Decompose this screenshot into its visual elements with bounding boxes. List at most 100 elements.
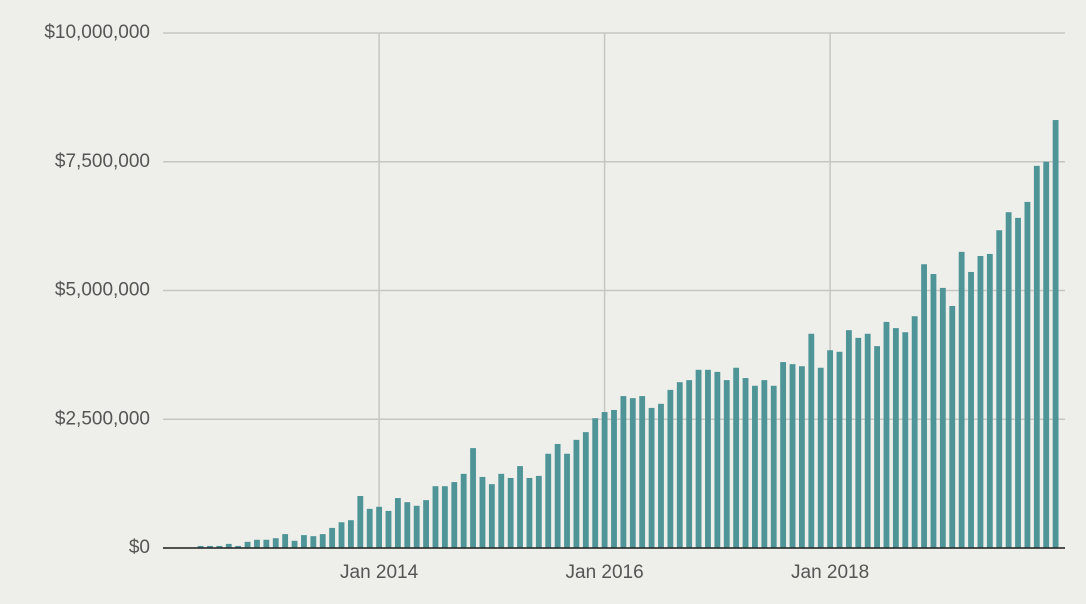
bar xyxy=(799,366,805,548)
bar xyxy=(319,534,326,548)
bar xyxy=(808,333,815,548)
y-tick-label: $0 xyxy=(129,537,150,558)
bar xyxy=(968,271,974,548)
bar xyxy=(272,538,279,548)
bar xyxy=(488,484,495,548)
bar xyxy=(986,253,993,548)
bar xyxy=(564,453,570,548)
bar xyxy=(338,522,345,548)
bar xyxy=(498,473,505,548)
x-tick-label: Jan 2018 xyxy=(791,562,869,583)
bar xyxy=(394,498,401,548)
bar xyxy=(601,412,608,548)
bar xyxy=(357,495,364,548)
bar xyxy=(460,473,467,548)
bar xyxy=(911,316,918,548)
bar xyxy=(676,382,683,548)
bar xyxy=(836,351,843,548)
bar xyxy=(939,287,946,548)
x-tick-label: Jan 2016 xyxy=(566,562,644,583)
bar xyxy=(413,505,420,548)
bar xyxy=(864,333,871,548)
bar xyxy=(385,510,392,548)
bar xyxy=(301,535,307,548)
bar xyxy=(254,539,260,548)
bar xyxy=(667,389,674,548)
bar xyxy=(686,380,693,548)
bar xyxy=(629,398,636,548)
bar xyxy=(235,545,242,548)
bar xyxy=(780,362,787,548)
bar xyxy=(611,409,617,548)
bar xyxy=(535,475,542,548)
bar xyxy=(817,367,824,548)
bar xyxy=(996,230,1003,548)
bar xyxy=(244,541,251,548)
y-tick-label: $10,000,000 xyxy=(44,22,150,43)
bar xyxy=(789,364,796,548)
bar xyxy=(883,321,890,548)
bar xyxy=(648,407,655,548)
bar xyxy=(479,476,486,548)
bar xyxy=(582,432,589,548)
bar xyxy=(404,502,411,548)
bar xyxy=(1015,217,1021,548)
bar xyxy=(733,367,740,548)
bar xyxy=(291,540,298,548)
bar xyxy=(977,255,984,548)
bar xyxy=(1005,212,1012,548)
bar xyxy=(441,486,448,548)
bar xyxy=(752,385,758,548)
bar xyxy=(695,369,702,548)
y-tick-label: $7,500,000 xyxy=(55,151,150,172)
bar xyxy=(1052,120,1059,548)
bar xyxy=(658,403,664,548)
bar xyxy=(573,439,580,548)
bar xyxy=(263,539,270,548)
bar xyxy=(930,274,937,548)
bar xyxy=(554,443,561,548)
bar xyxy=(921,264,927,548)
bar xyxy=(949,305,956,548)
bar xyxy=(366,508,373,548)
bar xyxy=(207,545,213,548)
y-tick-label: $5,000,000 xyxy=(55,280,150,301)
bar xyxy=(1024,201,1031,549)
bar xyxy=(451,482,458,548)
bar xyxy=(855,337,862,548)
bar xyxy=(714,371,721,548)
bar xyxy=(827,350,834,548)
bar xyxy=(423,500,429,548)
bar xyxy=(545,453,552,548)
bar xyxy=(958,251,965,548)
bar xyxy=(639,396,646,548)
bar xyxy=(225,543,232,548)
bar xyxy=(526,477,533,548)
bar xyxy=(216,545,223,548)
bar xyxy=(329,527,336,548)
bar xyxy=(376,506,383,548)
bar xyxy=(310,536,317,548)
bar xyxy=(282,534,289,548)
bar xyxy=(761,380,768,548)
y-tick-label: $2,500,000 xyxy=(55,408,150,429)
bar xyxy=(742,378,749,548)
bar xyxy=(770,385,777,548)
bar xyxy=(1033,165,1040,548)
bar xyxy=(620,396,627,548)
bar xyxy=(197,545,204,548)
bar xyxy=(1043,161,1050,548)
bar xyxy=(470,448,476,548)
bar xyxy=(507,477,514,548)
bar xyxy=(874,346,880,548)
bar xyxy=(592,418,599,548)
bar xyxy=(705,369,711,548)
x-tick-label: Jan 2014 xyxy=(340,562,419,583)
bar xyxy=(348,520,354,548)
bar xyxy=(517,466,523,548)
bar xyxy=(845,330,852,548)
bar xyxy=(432,486,439,548)
bar xyxy=(723,380,730,548)
